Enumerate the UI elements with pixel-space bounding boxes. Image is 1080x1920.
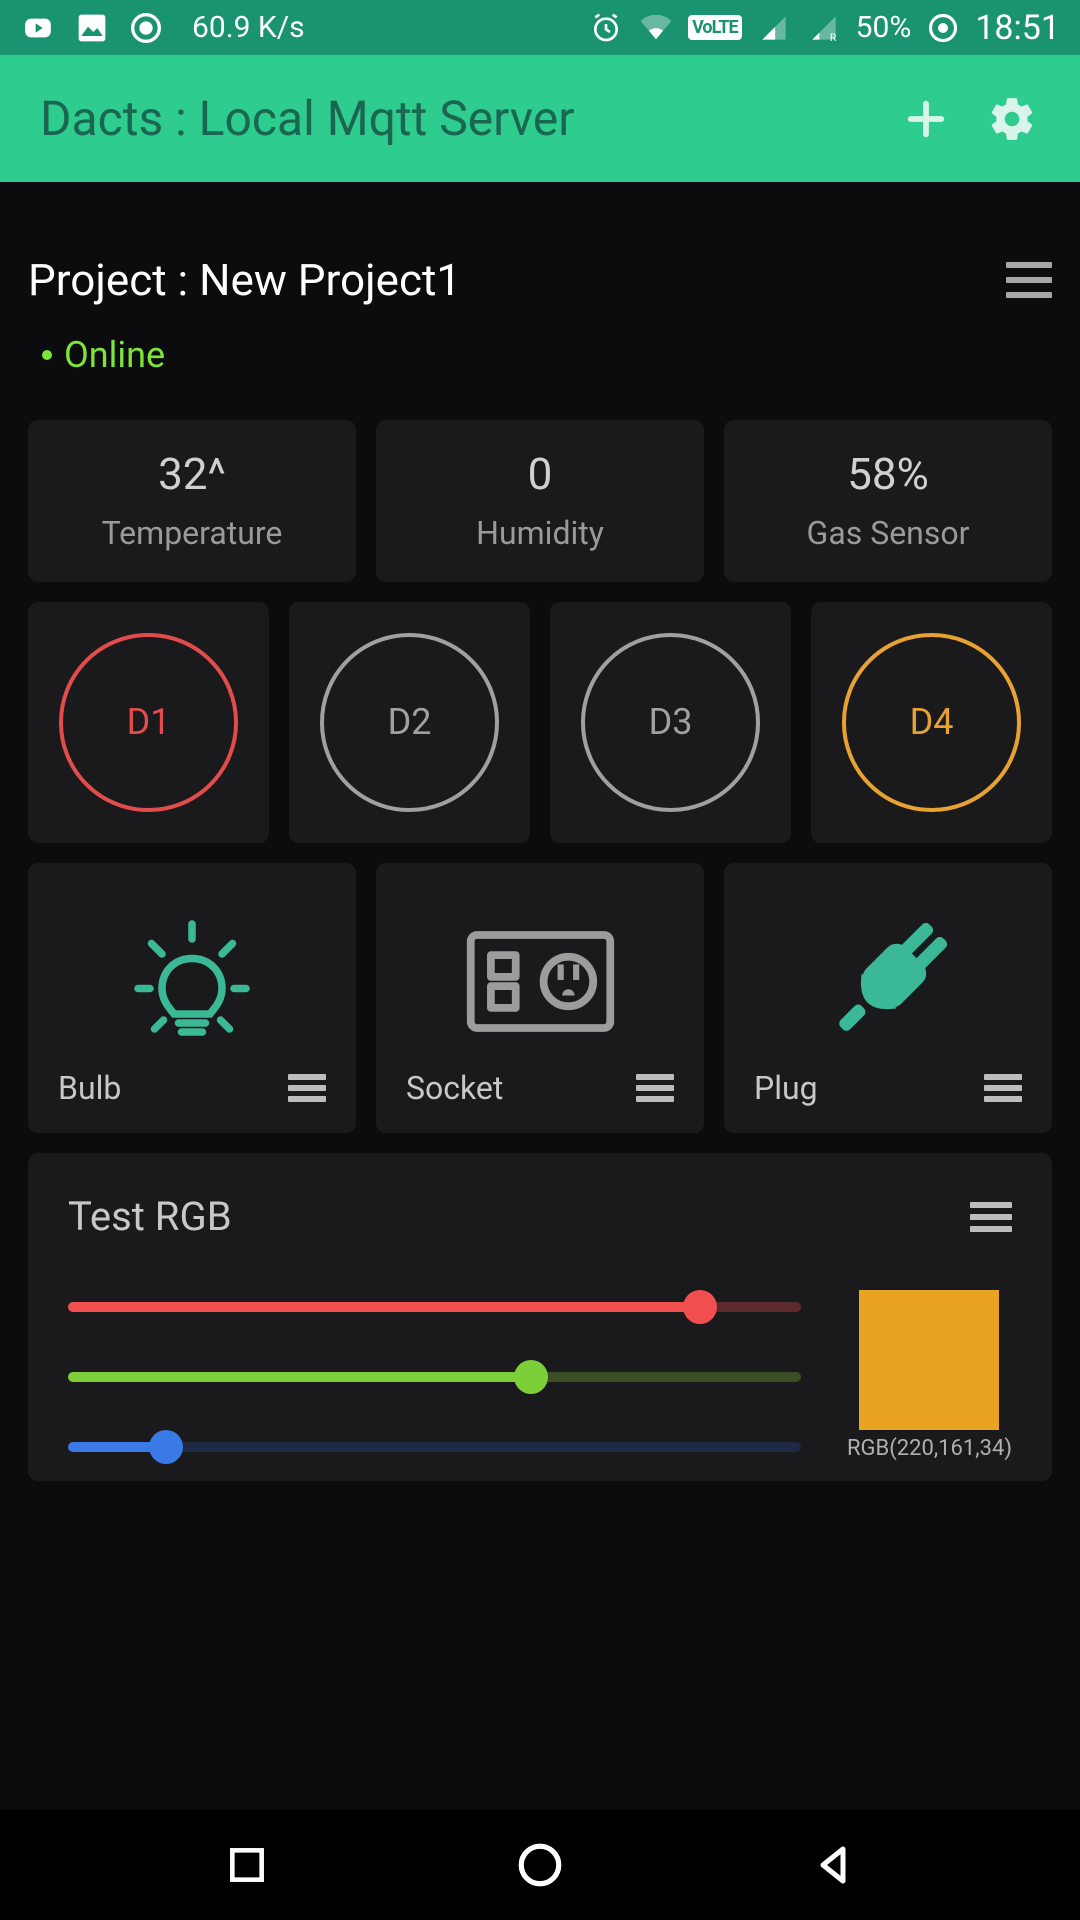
nav-back-button[interactable] [805, 1837, 861, 1893]
nav-home-button[interactable] [512, 1837, 568, 1893]
switch-d2[interactable]: D2 [289, 602, 530, 843]
rgb-title: Test RGB [68, 1193, 232, 1240]
device-label: Socket [406, 1069, 503, 1107]
switch-circle: D2 [320, 633, 498, 811]
slider-green[interactable] [68, 1372, 801, 1382]
battery-pct: 50% [856, 10, 912, 45]
switch-circle: D1 [59, 633, 237, 811]
rgb-value-label: RGB(220,161,34) [847, 1436, 1012, 1461]
sensor-value: 58% [724, 448, 1052, 500]
device-label: Plug [754, 1069, 818, 1107]
sensor-temperature[interactable]: 32^ Temperature [28, 420, 356, 582]
content-area: Project : New Project1 Online 32^ Temper… [0, 182, 1080, 1810]
android-status-bar: 60.9 K/s VoLTE R 50% 18:51 [0, 0, 1080, 55]
nav-recents-button[interactable] [219, 1837, 275, 1893]
sensor-label: Temperature [28, 514, 356, 552]
wifi-icon [638, 14, 674, 42]
clock-time: 18:51 [975, 8, 1060, 48]
add-button[interactable] [898, 91, 954, 147]
slider-thumb[interactable] [514, 1360, 548, 1394]
status-dot-icon [42, 350, 52, 360]
slider-blue[interactable] [68, 1442, 801, 1452]
alarm-icon [588, 14, 624, 42]
settings-button[interactable] [984, 91, 1040, 147]
slider-red[interactable] [68, 1302, 801, 1312]
slider-thumb[interactable] [683, 1290, 717, 1324]
switch-circle: D3 [581, 633, 759, 811]
sensor-value: 0 [376, 448, 704, 500]
device-menu-button[interactable] [636, 1074, 674, 1102]
sensor-humidity[interactable]: 0 Humidity [376, 420, 704, 582]
signal-1-icon [756, 14, 792, 42]
project-header: Project : New Project1 [28, 254, 1052, 306]
sensor-value: 32^ [28, 448, 356, 500]
switch-row: D1 D2 D3 D4 [28, 602, 1052, 843]
volte-badge: VoLTE [688, 15, 742, 40]
network-speed: 60.9 K/s [192, 10, 305, 45]
sensor-label: Gas Sensor [724, 514, 1052, 552]
target-icon [925, 14, 961, 42]
rgb-menu-button[interactable] [970, 1202, 1012, 1232]
image-icon [74, 14, 110, 42]
sensor-row: 32^ Temperature 0 Humidity 58% Gas Senso… [28, 420, 1052, 582]
rgb-card: Test RGB [28, 1153, 1052, 1481]
project-title: Project : New Project1 [28, 254, 461, 306]
socket-icon [463, 924, 618, 1039]
youtube-icon [20, 14, 56, 42]
device-menu-button[interactable] [288, 1074, 326, 1102]
status-text: Online [64, 334, 165, 376]
android-nav-bar [0, 1810, 1080, 1920]
bulb-icon [117, 906, 267, 1056]
device-bulb[interactable]: Bulb [28, 863, 356, 1133]
app-title: Dacts : Local Mqtt Server [40, 90, 575, 147]
switch-circle: D4 [842, 633, 1020, 811]
svg-text:R: R [829, 30, 836, 41]
device-menu-button[interactable] [984, 1074, 1022, 1102]
app-bar: Dacts : Local Mqtt Server [0, 55, 1080, 182]
project-menu-button[interactable] [1006, 262, 1052, 298]
device-row: Bulb Socket [28, 863, 1052, 1133]
device-socket[interactable]: Socket [376, 863, 704, 1133]
switch-d1[interactable]: D1 [28, 602, 269, 843]
switch-d3[interactable]: D3 [550, 602, 791, 843]
rgb-preview-swatch [859, 1290, 999, 1430]
device-label: Bulb [58, 1069, 121, 1107]
sensor-label: Humidity [376, 514, 704, 552]
connection-status: Online [42, 334, 1052, 376]
signal-2-icon: R [806, 14, 842, 42]
device-plug[interactable]: Plug [724, 863, 1052, 1133]
slider-thumb[interactable] [149, 1430, 183, 1464]
sensor-gas[interactable]: 58% Gas Sensor [724, 420, 1052, 582]
switch-d4[interactable]: D4 [811, 602, 1052, 843]
plug-icon [806, 899, 971, 1064]
record-icon [128, 14, 164, 42]
